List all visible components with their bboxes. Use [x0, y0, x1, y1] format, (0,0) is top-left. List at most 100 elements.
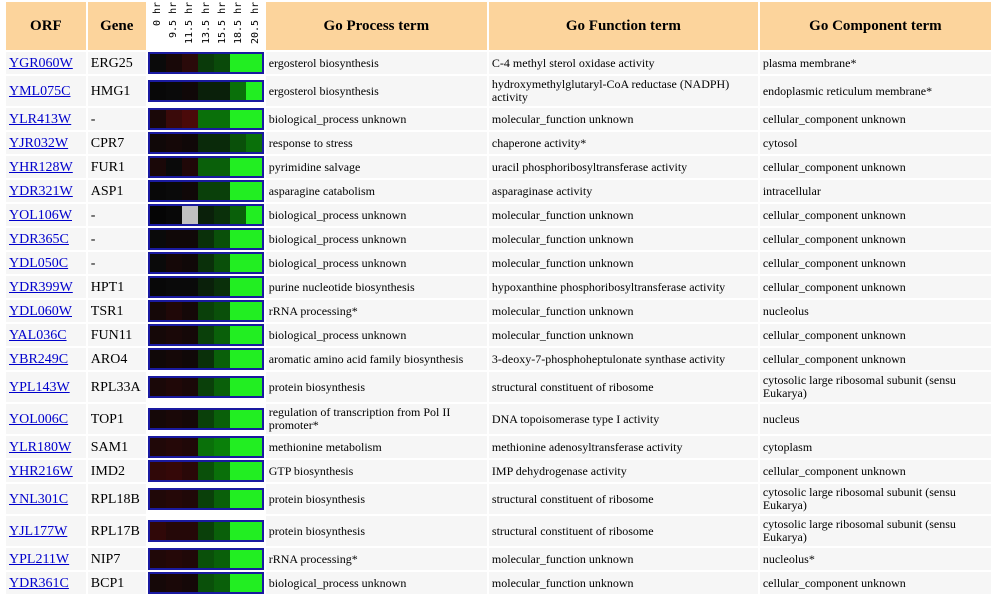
expression-heatmap — [147, 516, 264, 546]
heatmap-strip — [147, 228, 264, 250]
time-label: 15.5 hr — [216, 2, 228, 45]
heatmap-strip — [147, 156, 264, 178]
gene-cell: CPR7 — [87, 132, 146, 154]
component-cell: nucleolus — [759, 300, 991, 322]
component-cell: cytosol — [759, 132, 991, 154]
orf-cell: YAL036C — [6, 324, 86, 346]
heatmap-cell — [213, 206, 230, 224]
process-cell: rRNA processing* — [265, 300, 487, 322]
gene-cell: TSR1 — [87, 300, 146, 322]
orf-link[interactable]: YBR249C — [9, 351, 69, 367]
process-cell: protein biosynthesis — [265, 516, 487, 546]
expression-heatmap — [147, 252, 264, 274]
orf-cell: YLR180W — [6, 436, 86, 458]
heatmap-cell — [229, 206, 246, 224]
gene-header: Gene — [87, 2, 146, 50]
heatmap-cell — [149, 490, 166, 508]
time-label: 18.5 hr — [233, 2, 245, 45]
process-cell: biological_process unknown — [265, 228, 487, 250]
expression-heatmap — [147, 484, 264, 514]
orf-link[interactable]: YDR321W — [9, 183, 73, 199]
time-label: 11.5 hr — [184, 2, 196, 45]
orf-cell: YHR128W — [6, 156, 86, 178]
heatmap-strip — [147, 180, 264, 202]
heatmap-cell — [197, 438, 214, 456]
heatmap-cell — [213, 110, 230, 128]
component-cell: nucleus — [759, 404, 991, 434]
heatmap-cell — [197, 490, 214, 508]
orf-link[interactable]: YHR128W — [9, 159, 73, 175]
heatmap-cell — [229, 378, 246, 396]
heatmap-cell — [245, 350, 262, 368]
heatmap-cell — [213, 54, 230, 72]
time-label: 13.5 hr — [200, 2, 212, 45]
orf-link[interactable]: YML075C — [9, 83, 71, 99]
heatmap-cell — [149, 54, 166, 72]
orf-link[interactable]: YDL060W — [9, 303, 72, 319]
component-cell: cellular_component unknown — [759, 204, 991, 226]
heatmap-cell — [245, 410, 262, 428]
expression-heatmap — [147, 108, 264, 130]
gene-cell: IMD2 — [87, 460, 146, 482]
gene-cell: ASP1 — [87, 180, 146, 202]
heatmap-cell — [197, 574, 214, 592]
table-row: YOL106W - biological_process unknown molecu… — [6, 204, 991, 226]
process-cell: GTP biosynthesis — [265, 460, 487, 482]
orf-link[interactable]: YAL036C — [9, 327, 67, 343]
heatmap-cell — [245, 522, 262, 540]
orf-link[interactable]: YDR365C — [9, 231, 69, 247]
orf-cell: YNL301C — [6, 484, 86, 514]
process-cell: pyrimidine salvage — [265, 156, 487, 178]
process-cell: biological_process unknown — [265, 204, 487, 226]
orf-link[interactable]: YDL050C — [9, 255, 69, 271]
heatmap-cell — [197, 110, 214, 128]
function-cell: molecular_function unknown — [488, 324, 758, 346]
orf-link[interactable]: YLR413W — [9, 111, 72, 127]
heatmap-cell — [197, 550, 214, 568]
expression-heatmap — [147, 300, 264, 322]
orf-link[interactable]: YJR032W — [9, 135, 69, 151]
heatmap-cell — [213, 326, 230, 344]
orf-cell: YDR361C — [6, 572, 86, 594]
heatmap-strip — [147, 80, 264, 102]
heatmap-cell — [229, 462, 246, 480]
expression-heatmap — [147, 460, 264, 482]
orf-cell: YPL143W — [6, 372, 86, 402]
heatmap-cell — [213, 254, 230, 272]
heatmap-strip — [147, 108, 264, 130]
orf-link[interactable]: YJL177W — [9, 523, 68, 539]
component-cell: cytosolic large ribosomal subunit (sensu… — [759, 516, 991, 546]
heatmap-cell — [149, 462, 166, 480]
heatmap-cell — [181, 378, 198, 396]
heatmap-cell — [165, 182, 182, 200]
process-cell: asparagine catabolism — [265, 180, 487, 202]
process-header: Go Process term — [265, 2, 487, 50]
expression-heatmap — [147, 436, 264, 458]
orf-link[interactable]: YGR060W — [9, 55, 73, 71]
process-cell: protein biosynthesis — [265, 372, 487, 402]
heatmap-cell — [213, 302, 230, 320]
heatmap-cell — [197, 350, 214, 368]
heatmap-cell — [213, 378, 230, 396]
heatmap-strip — [147, 204, 264, 226]
orf-link[interactable]: YOL006C — [9, 411, 69, 427]
orf-link[interactable]: YPL143W — [9, 379, 70, 395]
heatmap-cell — [229, 230, 246, 248]
heatmap-cell — [165, 134, 182, 152]
orf-link[interactable]: YDR361C — [9, 575, 69, 591]
orf-cell: YJR032W — [6, 132, 86, 154]
orf-link[interactable]: YLR180W — [9, 439, 72, 455]
orf-link[interactable]: YOL106W — [9, 207, 72, 223]
heatmap-cell — [245, 326, 262, 344]
heatmap-cell — [213, 278, 230, 296]
gene-cell: TOP1 — [87, 404, 146, 434]
orf-link[interactable]: YHR216W — [9, 463, 73, 479]
orf-link[interactable]: YNL301C — [9, 491, 69, 507]
expression-heatmap — [147, 156, 264, 178]
function-cell: molecular_function unknown — [488, 548, 758, 570]
orf-link[interactable]: YPL211W — [9, 551, 70, 567]
orf-link[interactable]: YDR399W — [9, 279, 73, 295]
time-label: 20.5 hr — [249, 2, 261, 45]
heatmap-cell — [245, 438, 262, 456]
table-row: YBR249C ARO4 aromatic amino acid family bi… — [6, 348, 991, 370]
